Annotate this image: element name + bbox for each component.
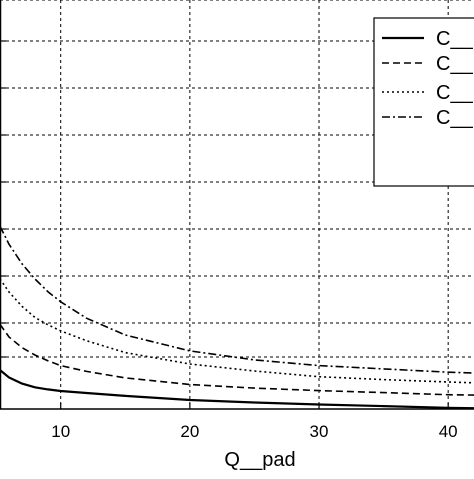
x-tick-label: 40 <box>439 422 458 441</box>
legend-label-3: C__ <box>436 82 474 104</box>
legend: C__ C__ C__ C__ <box>373 17 474 187</box>
legend-box <box>373 17 474 187</box>
x-tick-label: 30 <box>310 422 329 441</box>
legend-label-4: C__ <box>436 107 474 129</box>
x-tick-label: 20 <box>180 422 199 441</box>
x-axis-label: Q__pad <box>224 449 295 471</box>
legend-label-2: C__ <box>436 53 474 75</box>
series-line-2 <box>0 323 474 396</box>
series-lines <box>0 225 474 410</box>
legend-label-1: C__ <box>436 28 474 50</box>
x-tick-label: 10 <box>51 422 70 441</box>
series-line-1 <box>0 369 474 410</box>
axes: 10 20 30 40 <box>0 0 474 441</box>
series-line-4 <box>0 225 474 374</box>
